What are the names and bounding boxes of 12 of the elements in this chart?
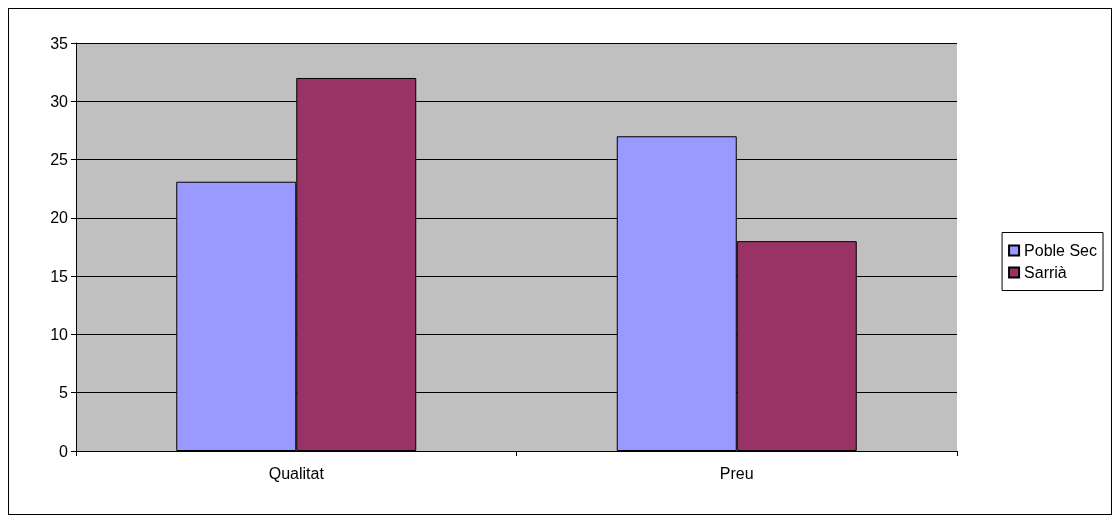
y-tick-label: 35 (50, 34, 69, 52)
legend-label: Poble Sec (1024, 242, 1097, 259)
x-tick-label: Qualitat (268, 464, 325, 482)
y-tick-label: 30 (50, 92, 69, 110)
y-tick-label: 25 (50, 151, 69, 169)
x-tick-label: Preu (719, 464, 754, 482)
y-tick-label: 15 (50, 267, 69, 285)
y-tick-label: 10 (50, 325, 69, 343)
legend-label: Sarrià (1024, 264, 1067, 281)
y-tick-label: 0 (59, 442, 69, 460)
y-tick-label: 5 (59, 384, 69, 402)
y-tick-label: 20 (50, 209, 69, 227)
